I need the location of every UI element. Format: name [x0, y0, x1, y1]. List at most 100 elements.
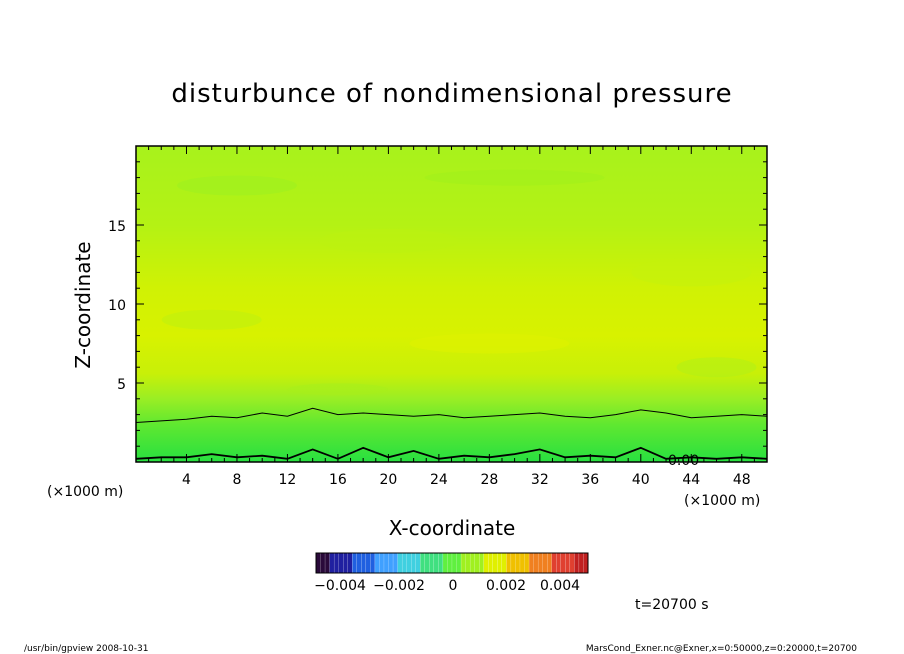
colorbar-segment — [411, 552, 416, 574]
colorbar-segment — [397, 552, 403, 574]
colorbar-segment — [343, 552, 348, 574]
colorbar-segment — [465, 552, 471, 574]
colorbar-segment — [438, 552, 444, 574]
colorbar-segment — [488, 552, 493, 574]
colorbar-segment — [515, 552, 521, 574]
field-patch — [161, 309, 262, 330]
colorbar-segment — [451, 552, 457, 574]
field-variations — [161, 169, 757, 396]
colorbar-segment — [424, 552, 430, 574]
footer-left: /usr/bin/gpview 2008-10-31 — [24, 644, 148, 654]
colorbar-tick-label: −0.004 — [314, 578, 366, 594]
x-tick-label: 4 — [182, 472, 191, 488]
colorbar: −0.004 −0.002 0 0.002 0.004 — [314, 552, 589, 594]
colorbar-segment — [333, 552, 339, 574]
colorbar-segment — [551, 552, 557, 574]
colorbar-segment — [456, 552, 462, 574]
colorbar-segment — [460, 552, 466, 574]
colorbar-segment — [429, 552, 435, 574]
colorbar-tick-label: 0.004 — [540, 578, 580, 594]
field-patch — [287, 383, 388, 396]
colorbar-segment — [365, 552, 371, 574]
x-tick-label: 48 — [733, 472, 751, 488]
colorbar-segment — [420, 552, 425, 574]
colorbar-segment — [315, 552, 321, 574]
y-unit-label: (×1000 m) — [47, 484, 123, 500]
colorbar-segment — [415, 552, 421, 574]
contour-line — [135, 407, 768, 423]
x-tick-label: 44 — [682, 472, 700, 488]
colorbar-segment — [329, 552, 335, 574]
colorbar-segment — [392, 552, 398, 574]
colorbar-segment — [370, 552, 376, 574]
x-tick-label: 24 — [430, 472, 448, 488]
colorbar-segment — [474, 552, 480, 574]
field-patch — [409, 333, 570, 354]
colorbar-segment — [501, 552, 507, 574]
colorbar-segment — [352, 552, 357, 574]
chart-title: disturbunce of nondimensional pressure — [171, 79, 732, 109]
colorbar-segment — [447, 552, 453, 574]
colorbar-segment — [483, 552, 489, 574]
colorbar-segment — [479, 552, 484, 574]
y-tick-label: 10 — [108, 298, 126, 314]
colorbar-frame — [315, 552, 589, 574]
colorbar-segment — [565, 552, 571, 574]
colorbar-segment — [547, 552, 552, 574]
footer-right: MarsCond_Exner.nc@Exner,x=0:50000,z=0:20… — [586, 644, 857, 654]
colorbar-segment — [401, 552, 407, 574]
time-label: t=20700 s — [635, 597, 709, 613]
x-tick-label: 12 — [279, 472, 297, 488]
colorbar-segment — [506, 552, 512, 574]
colorbar-segment — [383, 552, 389, 574]
plot-field — [136, 146, 767, 462]
colorbar-segment — [338, 552, 344, 574]
y-axis-label: Z-coordinate — [71, 241, 95, 368]
colorbar-tick-label: 0 — [449, 578, 458, 594]
colorbar-segment — [574, 552, 580, 574]
colorbar-segment — [469, 552, 475, 574]
colorbar-segment — [388, 552, 394, 574]
x-unit-label: (×1000 m) — [684, 493, 760, 509]
field-patch — [631, 258, 752, 287]
colorbar-segment — [356, 552, 362, 574]
contour-line — [135, 446, 768, 460]
x-axis-label: X-coordinate — [389, 516, 516, 540]
y-tick-label: 5 — [117, 377, 126, 393]
colorbar-segment — [347, 552, 353, 574]
colorbar-segment — [361, 552, 367, 574]
field-patch — [176, 175, 297, 196]
colorbar-segment — [442, 552, 448, 574]
x-tick-label: 36 — [581, 472, 599, 488]
colorbar-segment — [433, 552, 439, 574]
x-tick-label: 32 — [531, 472, 549, 488]
colorbar-tick-label: −0.002 — [373, 578, 425, 594]
y-tick-label: 15 — [108, 219, 126, 235]
colorbar-segment — [542, 552, 548, 574]
colorbar-segment — [519, 552, 525, 574]
colorbar-segment — [492, 552, 498, 574]
x-tick-label: 20 — [379, 472, 397, 488]
colorbar-segment — [569, 552, 575, 574]
colorbar-segment — [379, 552, 385, 574]
x-tick-label: 16 — [329, 472, 347, 488]
colorbar-segment — [320, 552, 326, 574]
colorbar-segment — [560, 552, 566, 574]
colorbar-segment — [510, 552, 516, 574]
colorbar-segment — [324, 552, 330, 574]
contour-lines — [135, 407, 768, 460]
colorbar-segment — [528, 552, 534, 574]
field-patch — [424, 169, 605, 186]
field-patch — [676, 357, 757, 378]
x-tick-label: 8 — [232, 472, 241, 488]
colorbar-segment — [524, 552, 530, 574]
colorbar-segment — [537, 552, 543, 574]
x-tick-label: 40 — [632, 472, 650, 488]
colorbar-tick-label: 0.002 — [486, 578, 526, 594]
colorbar-segment — [556, 552, 561, 574]
colorbar-segment — [374, 552, 380, 574]
colorbar-segment — [406, 552, 412, 574]
x-tick-label: 28 — [480, 472, 498, 488]
